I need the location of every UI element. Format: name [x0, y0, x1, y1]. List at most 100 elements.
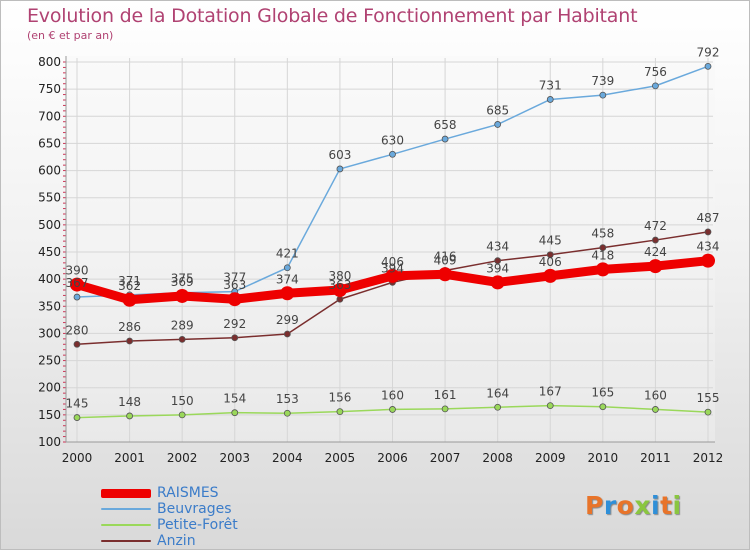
legend-label: RAISMES	[157, 485, 219, 501]
data-label: 792	[697, 45, 720, 59]
data-point	[73, 293, 81, 301]
data-label: 292	[223, 317, 246, 331]
data-label: 434	[697, 240, 720, 254]
x-tick-label: 2000	[62, 451, 93, 465]
data-point	[175, 288, 190, 303]
legend-swatch	[101, 524, 151, 526]
data-point	[178, 335, 186, 343]
data-label: 421	[276, 247, 299, 261]
data-label: 145	[66, 397, 89, 411]
x-tick-label: 2007	[430, 451, 461, 465]
x-tick-label: 2006	[377, 451, 408, 465]
logo-letter: o	[616, 491, 635, 520]
x-tick-label: 2003	[219, 451, 250, 465]
data-label: 154	[223, 392, 246, 406]
data-label: 416	[434, 249, 457, 263]
data-label: 445	[539, 234, 562, 248]
data-point	[704, 408, 712, 416]
data-label: 739	[591, 74, 614, 88]
y-tick-label: 550	[38, 191, 61, 205]
data-label: 377	[223, 271, 246, 285]
data-label: 390	[66, 264, 89, 278]
data-point	[231, 409, 239, 417]
x-tick-label: 2001	[114, 451, 145, 465]
logo-letter: i	[672, 491, 682, 520]
logo-letter: i	[651, 491, 661, 520]
x-tick-label: 2004	[272, 451, 303, 465]
data-label: 160	[644, 388, 667, 402]
y-tick-label: 400	[38, 272, 61, 286]
data-point	[599, 91, 607, 99]
data-point	[546, 96, 554, 103]
data-point	[336, 408, 344, 416]
data-point	[441, 135, 449, 143]
x-tick-label: 2010	[588, 451, 619, 465]
data-label: 160	[381, 388, 404, 402]
data-label: 406	[539, 255, 562, 269]
data-label: 165	[591, 386, 614, 400]
data-point	[704, 228, 712, 236]
data-point	[546, 402, 554, 410]
data-label: 363	[328, 278, 351, 292]
data-point	[283, 409, 291, 417]
data-point	[178, 411, 186, 419]
y-tick-label: 100	[38, 435, 61, 449]
legend: RAISMES Beuvrages Petite-Forêt Anzin	[101, 485, 321, 549]
chart-subtitle: (en € et par an)	[27, 29, 114, 42]
data-point	[599, 244, 607, 252]
data-point	[389, 406, 396, 413]
data-label: 155	[697, 391, 720, 405]
y-tick-label: 600	[38, 164, 61, 178]
data-point	[648, 259, 663, 274]
data-point	[546, 251, 554, 259]
data-point	[494, 257, 502, 265]
data-label: 280	[66, 323, 89, 337]
proxiti-logo: Proxiti	[585, 491, 682, 520]
data-point	[652, 236, 659, 244]
data-label: 371	[118, 274, 141, 288]
data-point	[126, 337, 133, 345]
data-label: 409	[434, 253, 457, 267]
data-label: 487	[697, 211, 720, 225]
data-label: 458	[591, 227, 614, 241]
data-point	[126, 412, 133, 420]
y-tick-label: 300	[38, 326, 61, 340]
y-tick-label: 200	[38, 381, 61, 395]
data-label: 167	[539, 385, 562, 399]
data-point	[336, 165, 344, 173]
data-label: 472	[644, 219, 667, 233]
data-point	[652, 406, 659, 413]
data-point	[385, 268, 400, 283]
data-label: 731	[539, 78, 562, 92]
data-point	[73, 414, 81, 421]
data-label: 289	[171, 318, 194, 332]
x-tick-label: 2011	[640, 451, 671, 465]
legend-item: RAISMES	[101, 485, 321, 501]
data-label: 424	[644, 245, 667, 259]
data-label: 362	[118, 279, 141, 293]
data-point	[595, 262, 610, 277]
data-point	[283, 330, 291, 338]
data-point	[494, 403, 502, 411]
data-label: 658	[434, 118, 457, 132]
y-tick-label: 800	[38, 55, 61, 69]
legend-label: Petite-Forêt	[157, 517, 238, 533]
data-label: 369	[171, 275, 194, 289]
logo-letter: t	[660, 491, 673, 520]
data-label: 406	[381, 255, 404, 269]
data-label: 603	[328, 148, 351, 162]
data-point	[70, 277, 84, 292]
data-point	[283, 264, 291, 272]
data-label: 374	[276, 272, 299, 286]
y-tick-label: 350	[38, 299, 61, 313]
legend-label: Anzin	[157, 533, 196, 549]
legend-item: Anzin	[101, 533, 321, 549]
data-label: 380	[328, 269, 351, 283]
logo-letter: r	[603, 491, 617, 520]
series-petite-for-t	[73, 402, 712, 421]
plot-area	[66, 56, 715, 442]
y-tick-label: 750	[38, 82, 61, 96]
data-label: 394	[381, 261, 404, 275]
y-tick-label: 700	[38, 109, 61, 123]
data-label: 685	[486, 103, 509, 117]
